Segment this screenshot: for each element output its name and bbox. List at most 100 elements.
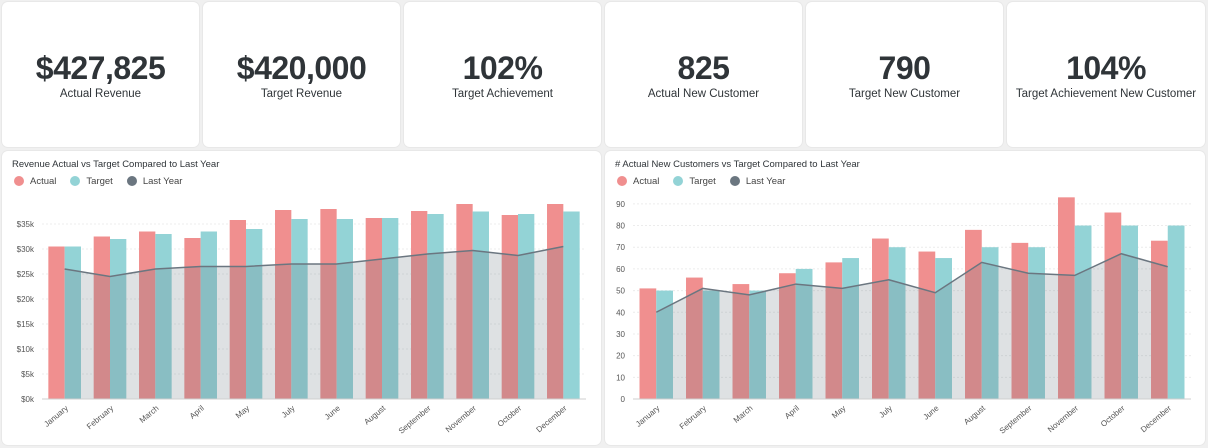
kpi-label: Actual Revenue — [59, 88, 142, 100]
x-tick-label: December — [535, 403, 569, 434]
y-tick-label: $25k — [17, 270, 35, 279]
kpi-card-target-achievement-new-customer: 104% Target Achievement New Customer — [1007, 2, 1205, 147]
x-tick-label: January — [42, 404, 70, 429]
x-tick-label: July — [877, 404, 894, 420]
y-tick-label: 20 — [616, 352, 625, 361]
bar-target — [842, 258, 859, 399]
kpi-value: $427,825 — [35, 50, 166, 86]
legend-swatch-last-year — [729, 176, 740, 186]
area-last-year — [656, 253, 1168, 399]
bar-actual — [411, 211, 428, 399]
bar-target — [935, 258, 952, 399]
x-tick-label: November — [1046, 403, 1080, 434]
bar-target — [981, 247, 999, 399]
kpi-label: Target Revenue — [260, 88, 343, 100]
legend-item-target[interactable]: Target — [673, 174, 716, 188]
legend-item-actual[interactable]: Actual — [14, 174, 56, 188]
x-tick-label: July — [280, 404, 297, 420]
legend-item-actual[interactable]: Actual — [617, 174, 659, 188]
kpi-label: Actual New Customer — [647, 88, 760, 100]
bar-actual — [501, 215, 518, 399]
y-tick-label: 70 — [616, 243, 625, 252]
y-tick-label: 30 — [616, 330, 625, 339]
legend-swatch-last-year — [126, 176, 137, 186]
x-tick-label: August — [962, 403, 987, 426]
kpi-label: Target New Customer — [848, 88, 961, 100]
x-tick-label: October — [496, 403, 524, 428]
kpi-card-actual-revenue: $427,825 Actual Revenue — [2, 2, 199, 147]
kpi-value: 790 — [878, 50, 931, 86]
bar-target — [749, 290, 766, 399]
bar-actual — [365, 218, 382, 399]
legend-item-last-year[interactable]: Last Year — [126, 174, 183, 188]
kpi-label: Target Achievement — [451, 88, 553, 100]
x-tick-label: November — [444, 403, 478, 434]
x-tick-label: January — [634, 404, 662, 429]
chart-legend: Actual Target Last Year — [14, 174, 196, 188]
bar-target — [1167, 225, 1185, 399]
legend-swatch-actual — [14, 176, 24, 186]
bar-actual — [918, 251, 936, 399]
y-tick-label: 10 — [616, 373, 625, 382]
legend-label: Actual — [30, 175, 57, 187]
bar-actual — [872, 238, 889, 399]
bar-target — [563, 211, 580, 399]
bar-actual — [825, 262, 843, 399]
bar-actual — [965, 229, 982, 399]
bar-target — [200, 231, 217, 399]
legend-label: Target — [86, 175, 113, 187]
legend-swatch-target — [70, 176, 81, 186]
bar-target — [246, 229, 263, 399]
bar-actual — [1151, 240, 1168, 399]
legend-swatch-actual — [617, 176, 627, 186]
chart-title: Revenue Actual vs Target Compared to Las… — [12, 159, 220, 170]
x-tick-label: May — [830, 404, 847, 421]
y-tick-label: $20k — [17, 295, 35, 304]
legend-label: Last Year — [745, 175, 786, 187]
y-tick-label: $15k — [17, 320, 35, 329]
kpi-card-actual-new-customer: 825 Actual New Customer — [605, 2, 802, 147]
customers-chart-plot: 0 10 20 30 40 50 60 70 80 90 January February March A… — [616, 197, 1191, 436]
bar-actual — [1058, 197, 1075, 399]
y-tick-label: $35k — [17, 220, 35, 229]
kpi-value: 104% — [1066, 50, 1146, 86]
area-last-year — [64, 246, 564, 399]
x-tick-label: April — [188, 404, 206, 421]
bar-actual — [320, 209, 337, 399]
bar-target — [1121, 225, 1138, 399]
x-tick-label: May — [234, 404, 251, 421]
y-tick-label: $10k — [17, 345, 35, 354]
x-tick-label: June — [323, 403, 342, 421]
x-tick-label: February — [85, 404, 115, 431]
y-tick-label: 40 — [616, 308, 625, 317]
bar-target — [110, 239, 127, 399]
revenue-chart-panel: Revenue Actual vs Target Compared to Las… — [2, 151, 601, 445]
kpi-value: 825 — [677, 50, 730, 86]
legend-label: Last Year — [142, 175, 183, 187]
x-tick-label: March — [732, 404, 755, 425]
line-last-year — [655, 252, 1168, 313]
legend-item-last-year[interactable]: Last Year — [729, 174, 786, 188]
bar-actual — [1011, 242, 1029, 399]
x-tick-label: December — [1139, 403, 1173, 434]
bar-actual — [48, 246, 65, 399]
kpi-value: 102% — [462, 50, 543, 86]
bar-actual — [275, 210, 292, 399]
legend-swatch-target — [673, 176, 684, 186]
bar-target — [472, 211, 489, 399]
bar-actual — [456, 204, 473, 399]
y-tick-label: 80 — [616, 222, 625, 231]
chart-title: # Actual New Customers vs Target Compare… — [615, 159, 860, 170]
y-tick-label: 0 — [621, 395, 626, 404]
legend-item-target[interactable]: Target — [70, 174, 113, 188]
bar-target — [795, 268, 813, 399]
bar-actual — [139, 231, 156, 399]
bar-target — [518, 214, 535, 399]
kpi-card-target-revenue: $420,000 Target Revenue — [203, 2, 400, 147]
revenue-chart-plot: $0k $5k $10k $15k $20k $25k $30k $35k January Feb… — [17, 204, 586, 436]
x-tick-label: February — [678, 404, 708, 431]
kpi-card-target-achievement: 102% Target Achievement — [404, 2, 601, 147]
y-tick-label: 50 — [616, 287, 625, 296]
y-tick-label: $0k — [21, 395, 35, 404]
bar-target — [656, 290, 673, 399]
